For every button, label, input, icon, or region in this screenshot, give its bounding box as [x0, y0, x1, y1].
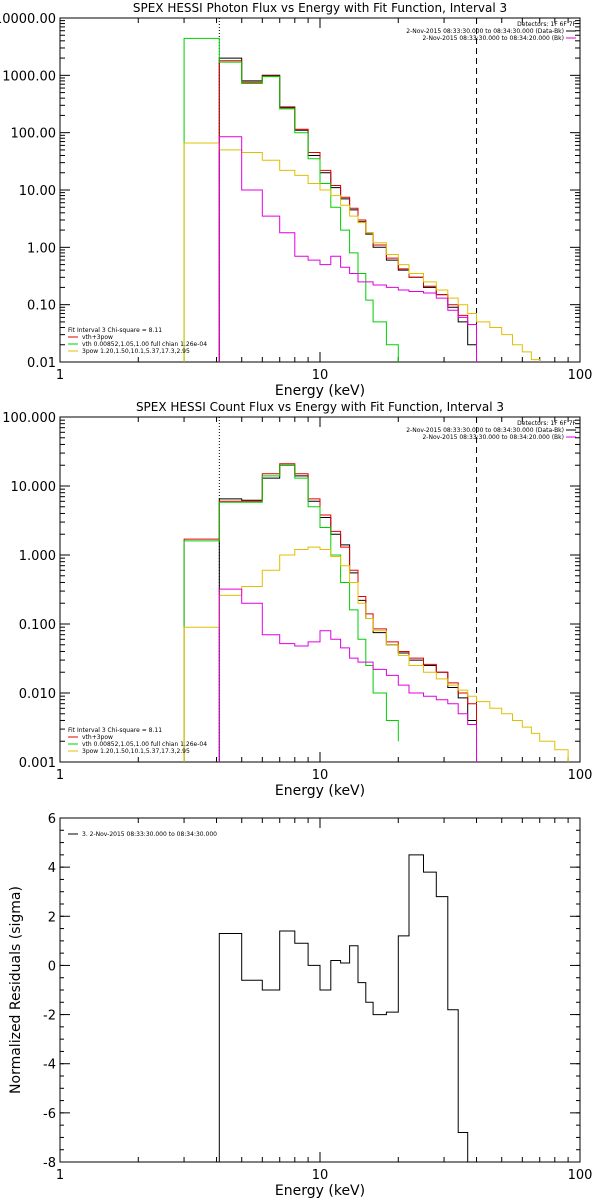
- y-tick-label: 0.100: [19, 618, 56, 633]
- chart-1: SPEX HESSI Photon Flux vs Energy with Fi…: [0, 1, 592, 399]
- x-axis-label: Energy (keV): [275, 1183, 365, 1199]
- x-axis-label: Energy (keV): [275, 783, 365, 799]
- legend-item: vth+3pow: [82, 334, 113, 341]
- series-group: [183, 463, 569, 762]
- x-tick-label: 100: [568, 1168, 593, 1183]
- series-5-line: [218, 588, 477, 762]
- x-tick-label: 1: [56, 1168, 64, 1183]
- chart-2: SPEX HESSI Count Flux vs Energy with Fit…: [2, 400, 592, 799]
- series-4-line: [183, 546, 569, 762]
- y-tick-label: -4: [43, 1058, 56, 1073]
- series-1-line: [218, 57, 477, 362]
- y-tick-label: 10000.00: [0, 12, 56, 27]
- legend-item: 2-Nov-2015 08:33:30.000 to 08:34:20.000 …: [422, 35, 564, 42]
- x-tick-label: 100: [568, 768, 593, 783]
- series-group: [218, 854, 477, 1163]
- y-tick-label: 1000.00: [2, 69, 56, 84]
- y-tick-label: -2: [43, 1009, 56, 1024]
- y-tick-label: 100.000: [2, 411, 56, 426]
- chart-title: SPEX HESSI Photon Flux vs Energy with Fi…: [133, 1, 507, 15]
- legend-item: vth+3pow: [82, 734, 113, 741]
- y-tick-label: 0.10: [27, 299, 56, 314]
- y-tick-label: 6: [48, 812, 56, 827]
- y-tick-label: 2: [48, 910, 56, 925]
- x-tick-label: 1: [56, 768, 64, 783]
- y-tick-label: 0.01: [27, 356, 56, 371]
- series-1-line: [218, 854, 477, 1163]
- series-3-line: [183, 37, 399, 362]
- x-tick-label: 1: [56, 368, 64, 383]
- x-tick-label: 10: [312, 368, 329, 383]
- chart-3: 1 10 100 Energy (keV) 6 4 2 0 -2 -4 -6 -8 Normalized…: [8, 812, 592, 1199]
- series-2-line: [218, 60, 477, 362]
- y-axis-label: Normalized Residuals (sigma): [8, 886, 24, 1094]
- series-5-line: [218, 136, 477, 362]
- y-tick-label: 100.00: [11, 127, 57, 142]
- x-axis-label: Energy (keV): [275, 383, 365, 399]
- y-tick-label: 4: [48, 861, 56, 876]
- x-tick-label: 10: [312, 768, 329, 783]
- legend-item: 2-Nov-2015 08:33:30.000 to 08:34:20.000 …: [422, 434, 564, 441]
- legend-header: Fit Interval 3 Chi-square = 8.11: [68, 727, 162, 734]
- y-tick-label: 0.001: [19, 756, 56, 771]
- series-2-line: [183, 463, 477, 762]
- legend-item: 3pow 1.20,1.50,10.1,5.37,17.3,2.95: [82, 748, 190, 755]
- legend-item: vth 0.00852,1.05,1.00 full chian 1.26e-0…: [82, 741, 207, 748]
- legend-item: vth 0.00852,1.05,1.00 full chian 1.26e-0…: [82, 341, 207, 348]
- legend-item: 2-Nov-2015 08:33:30.000 to 08:34:30.000 …: [406, 427, 564, 434]
- legend-item: 3pow 1.20,1.50,10.1,5.37,17.3,2.95: [82, 348, 190, 355]
- legend-header: Detectors: 1F 6F 7F: [517, 420, 576, 427]
- y-tick-label: 10.00: [19, 184, 56, 199]
- y-tick-label: 0.010: [19, 687, 56, 702]
- y-tick-label: 1.00: [27, 241, 56, 256]
- series-1-line: [218, 464, 477, 762]
- x-tick-label: 100: [568, 368, 593, 383]
- y-tick-label: -8: [43, 1156, 56, 1171]
- y-tick-label: 1.000: [19, 549, 56, 564]
- legend-item: 3. 2-Nov-2015 08:33:30.000 to 08:34:30.0…: [82, 831, 217, 838]
- legend-header: Detectors: 1F 6F 7F: [517, 21, 576, 28]
- y-tick-label: 10.000: [11, 480, 57, 495]
- y-tick-label: -6: [43, 1107, 56, 1122]
- series-4-line: [183, 142, 541, 362]
- chart-title: SPEX HESSI Count Flux vs Energy with Fit…: [136, 400, 504, 414]
- y-tick-label: 0: [48, 959, 56, 974]
- x-tick-label: 10: [312, 1168, 329, 1183]
- legend-header: Fit Interval 3 Chi-square = 8.11: [68, 327, 162, 334]
- series-group: [183, 37, 541, 362]
- legend-item: 2-Nov-2015 08:33:30.000 to 08:34:30.000 …: [406, 28, 564, 35]
